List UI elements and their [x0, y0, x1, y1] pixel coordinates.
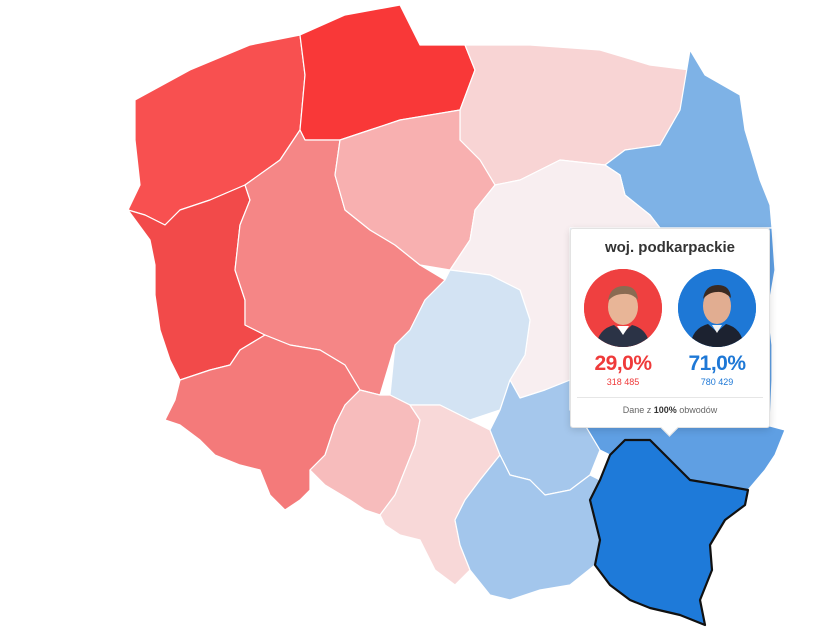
region-malopolskie[interactable]	[454, 454, 601, 601]
candidate-left-percent: 29,0%	[594, 352, 652, 375]
candidate-card-right: 71,0% 780 429	[677, 269, 757, 387]
region-tooltip: woj. podkarpackie 29,0% 318 485 71,0%	[570, 228, 770, 428]
candidate-left-votes: 318 485	[606, 377, 640, 387]
candidate-trzaskowski-avatar	[584, 269, 662, 347]
candidate-nawrocki-avatar	[678, 269, 756, 347]
tooltip-footer: Dane z 100% obwodów	[571, 405, 769, 415]
footer-suffix: obwodów	[676, 405, 718, 415]
footer-percent: 100%	[653, 405, 677, 415]
tooltip-title: woj. podkarpackie	[604, 239, 736, 256]
candidate-card-left: 29,0% 318 485	[583, 269, 663, 387]
tooltip-divider	[577, 397, 763, 398]
candidate-right-votes: 780 429	[700, 377, 734, 387]
footer-prefix: Dane z	[622, 405, 654, 415]
candidate-right-percent: 71,0%	[688, 352, 746, 375]
region-podkarpackie[interactable]	[588, 438, 750, 627]
